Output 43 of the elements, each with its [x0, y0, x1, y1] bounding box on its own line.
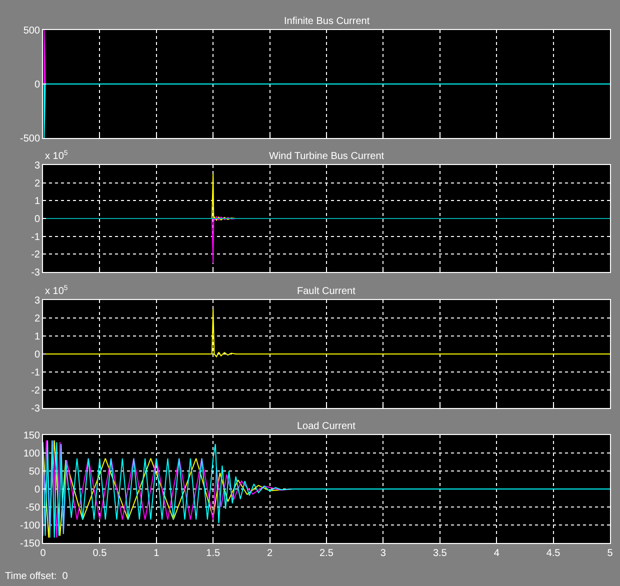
y-tick-label: 0	[34, 484, 40, 496]
x-tick-label: 3.5	[432, 548, 448, 559]
y-tick-label: 50	[28, 466, 40, 478]
y-tick-label: -1	[31, 232, 40, 243]
text: Time offset: 0	[5, 571, 68, 582]
x-tick-label: 4	[494, 548, 500, 559]
y-tick-label: 2	[34, 178, 40, 190]
y-tick-label: 1	[34, 332, 40, 342]
line-series	[43, 440, 610, 538]
y-tick-label: -50	[26, 502, 40, 514]
y-tick-label: 500	[23, 26, 40, 36]
y-tick-label: -2	[31, 386, 40, 396]
y-tick-label: 100	[23, 448, 40, 460]
y-tick-label: 3	[34, 296, 40, 306]
chart-title: Fault Current	[297, 286, 356, 297]
x-tick-label: 2	[267, 548, 274, 559]
x-tick-label: 1.5	[206, 548, 220, 559]
x-tick-label: 2.5	[320, 548, 334, 559]
x-tick-label: 5	[607, 548, 614, 559]
y-tick-label: 0	[34, 214, 40, 225]
y-tick-label: -100	[20, 520, 40, 532]
y-tick-label: 3	[34, 160, 40, 172]
x-tick-label: 0.5	[92, 548, 108, 559]
y-tick-label: 2	[34, 314, 40, 324]
y-tick-label: -3	[31, 404, 40, 414]
y-tick-label: 0	[34, 80, 40, 90]
x-tick-label: 3	[380, 548, 386, 559]
y-tick-label: -3	[31, 268, 40, 278]
chart-title: Load Current	[297, 421, 356, 432]
y-tick-label: 150	[23, 430, 40, 442]
x-tick-label: 4.5	[546, 548, 561, 559]
y-tick-label: -2	[31, 250, 40, 261]
y-tick-label: 1	[34, 196, 40, 208]
x-tick-label: 1	[154, 548, 160, 559]
text: x 10$^{5}$	[45, 150, 68, 162]
y-tick-label: -1	[31, 368, 40, 378]
y-tick-label: -150	[20, 538, 40, 550]
line-series	[43, 308, 610, 358]
chart-title: Infinite Bus Current	[284, 16, 370, 27]
chart-title: Wind Turbine Bus Current	[269, 151, 384, 162]
text: x 10$^{5}$	[45, 285, 68, 298]
y-tick-label: -500	[20, 134, 40, 144]
y-tick-label: 0	[34, 350, 40, 360]
